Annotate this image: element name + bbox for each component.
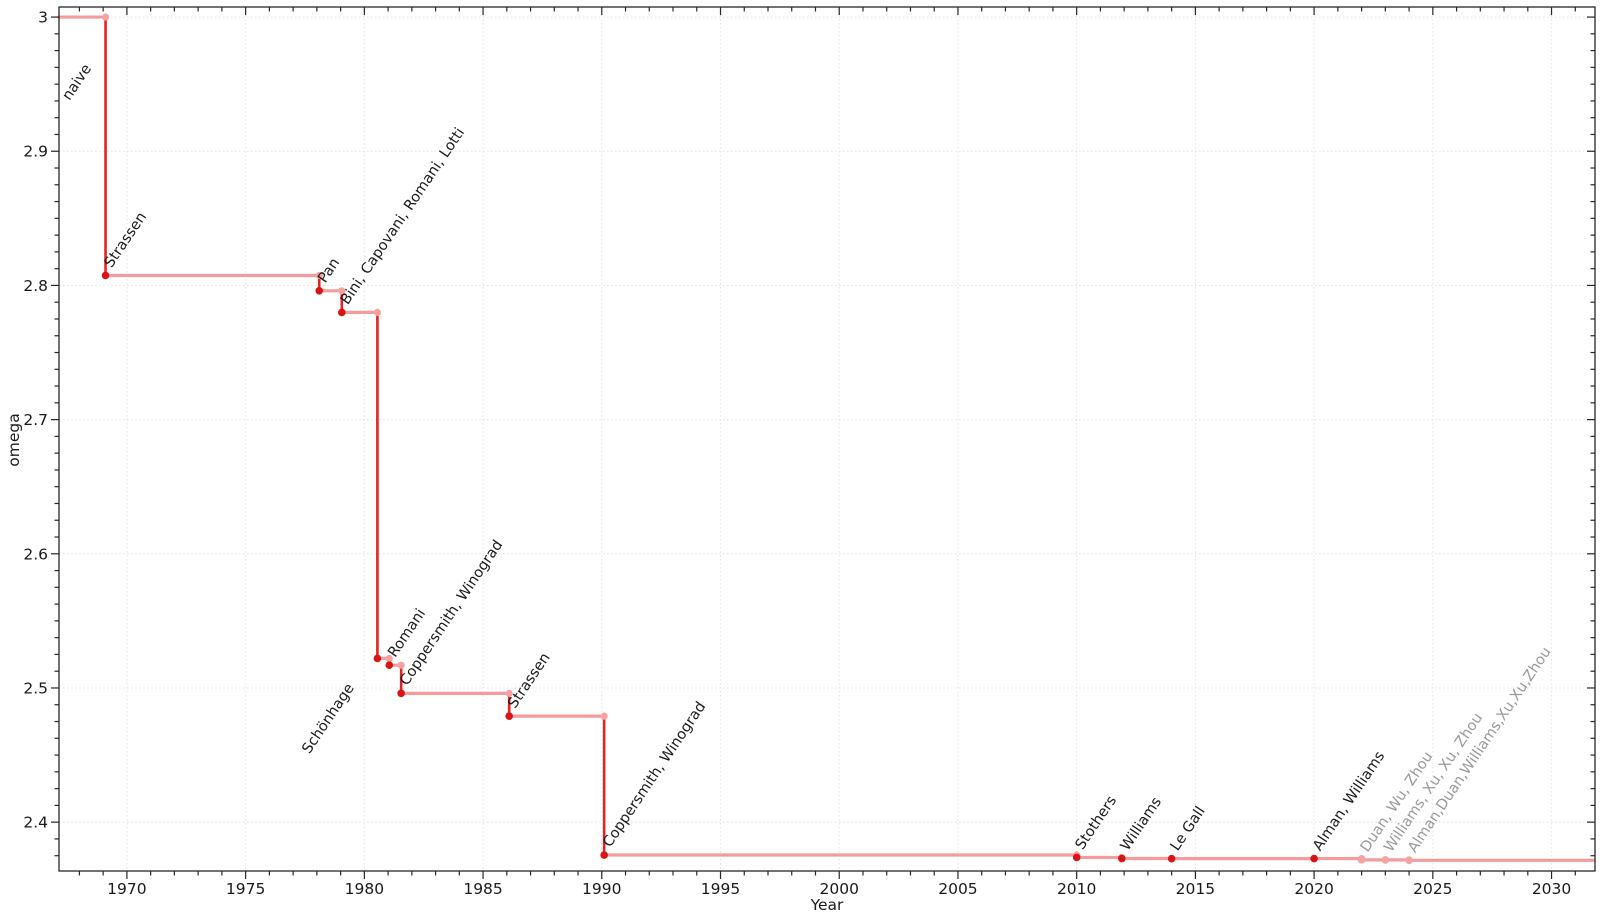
event-label: Strassen: [102, 210, 150, 271]
event-marker: [1405, 856, 1413, 865]
x-tick-label: 2025: [1413, 880, 1452, 898]
x-tick-label: 2010: [1057, 880, 1096, 898]
x-tick-label: 2020: [1294, 880, 1333, 898]
event-marker: [1167, 854, 1176, 863]
x-tick-label: 1990: [582, 880, 621, 898]
event-marker: [373, 654, 382, 663]
event-marker: [1117, 854, 1126, 863]
event-marker: [385, 661, 394, 669]
y-tick-label: 2.7: [23, 411, 48, 429]
x-tick-label: 1995: [701, 880, 740, 898]
event-marker-top: [397, 661, 405, 669]
event-label: Coppersmith, Winograd: [600, 699, 709, 850]
event-marker: [1357, 856, 1366, 864]
y-tick-label: 3: [38, 9, 48, 27]
event-label: Strassen: [505, 650, 553, 711]
event-marker: [1381, 856, 1390, 864]
event-marker: [1310, 854, 1318, 863]
x-tick-label: 2000: [820, 880, 859, 898]
y-tick-label: 2.4: [23, 814, 48, 832]
x-tick-label: 2015: [1176, 880, 1215, 898]
x-axis-label: Year: [810, 896, 844, 914]
event-label: Williams: [1118, 794, 1165, 853]
x-tick-label: 1980: [345, 880, 384, 898]
event-marker: [505, 712, 513, 720]
x-tick-label: 1985: [463, 880, 502, 898]
event-marker: [1072, 853, 1081, 862]
y-tick-label: 2.9: [23, 143, 48, 161]
x-tick-label: 1970: [107, 880, 146, 898]
event-marker: [101, 271, 110, 280]
x-tick-label: 1975: [226, 880, 265, 898]
event-marker-top: [385, 654, 393, 663]
event-label: Le Gall: [1168, 804, 1209, 854]
event-marker: [337, 308, 346, 317]
event-marker-top: [373, 308, 382, 316]
y-tick-label: 2.6: [23, 545, 48, 563]
y-tick-label: 2.8: [23, 277, 48, 295]
y-tick-label: 2.5: [23, 679, 48, 697]
event-label: Bini, Capovani, Romani, Lotti: [338, 125, 468, 307]
event-label: naive: [60, 61, 95, 103]
event-label: Williams, Xu, Xu, Zhou: [1381, 710, 1486, 855]
x-tick-label: 2030: [1532, 880, 1571, 898]
event-marker-top: [505, 689, 513, 697]
event-label: Schönhage: [299, 681, 357, 757]
y-axis-label: omega: [5, 413, 23, 467]
event-label: Stothers: [1073, 793, 1120, 853]
event-marker: [315, 286, 324, 295]
x-tick-label: 2005: [938, 880, 977, 898]
event-label: Alman,Duan,Williams,Xu,Xu,Zhou: [1405, 645, 1555, 856]
plot-spines: [58, 6, 1596, 872]
event-marker-top: [101, 13, 110, 21]
event-marker-top: [315, 271, 323, 280]
event-marker-top: [600, 712, 608, 720]
event-marker-top: [338, 287, 346, 295]
event-marker: [397, 689, 405, 698]
event-marker: [600, 851, 608, 859]
